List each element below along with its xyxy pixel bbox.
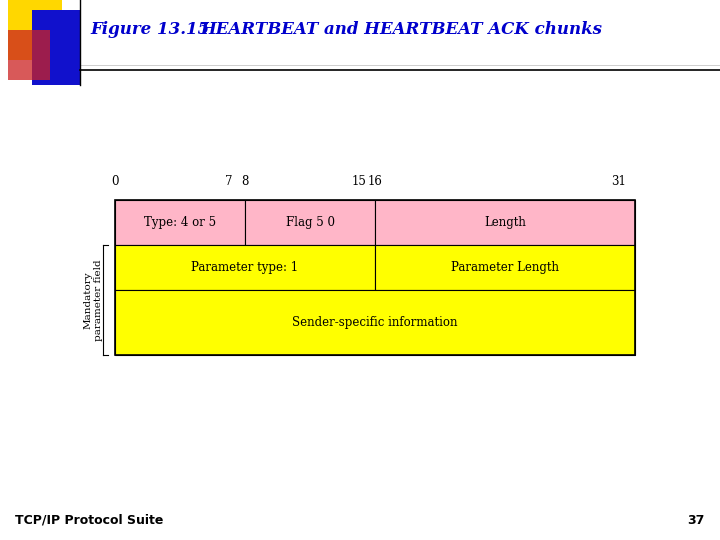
Bar: [115, 200, 635, 355]
Text: Figure 13.15: Figure 13.15: [90, 22, 210, 38]
Text: Type: 4 or 5: Type: 4 or 5: [144, 216, 216, 229]
Text: 37: 37: [688, 514, 705, 526]
Bar: [8, 30, 50, 80]
Text: 31: 31: [611, 175, 626, 188]
Bar: [115, 290, 635, 355]
Text: 16: 16: [368, 175, 382, 188]
Text: 0: 0: [112, 175, 119, 188]
Bar: [375, 200, 635, 245]
Text: TCP/IP Protocol Suite: TCP/IP Protocol Suite: [15, 514, 163, 526]
Text: Sender-specific information: Sender-specific information: [292, 316, 458, 329]
Bar: [115, 200, 245, 245]
Bar: [8, 0, 62, 60]
Text: 8: 8: [241, 175, 248, 188]
Text: HEARTBEAT and HEARTBEAT ACK chunks: HEARTBEAT and HEARTBEAT ACK chunks: [200, 22, 602, 38]
Text: Parameter type: 1: Parameter type: 1: [192, 261, 299, 274]
Text: Flag 5 0: Flag 5 0: [286, 216, 335, 229]
Bar: [32, 10, 80, 85]
Text: 7: 7: [225, 175, 233, 188]
Text: 15: 15: [351, 175, 366, 188]
Text: Mandatory
parameter field: Mandatory parameter field: [84, 259, 103, 341]
Text: Length: Length: [484, 216, 526, 229]
Bar: [375, 245, 635, 290]
Bar: [115, 245, 375, 290]
Bar: [245, 200, 375, 245]
Text: Parameter Length: Parameter Length: [451, 261, 559, 274]
